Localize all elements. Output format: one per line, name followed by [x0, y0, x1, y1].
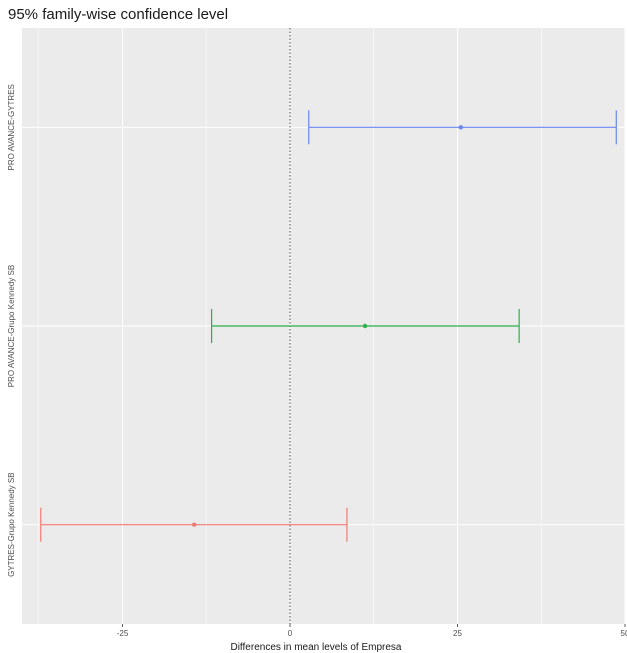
estimate-point [458, 125, 464, 130]
x-tick-label: 50 [621, 629, 627, 638]
estimate-point [191, 522, 197, 527]
category-label: GYTRES-Grupo Kennedy SB [7, 472, 16, 577]
x-tick-label: 25 [453, 629, 462, 638]
estimate-point [362, 323, 368, 329]
x-axis-title: Differences in mean levels of Empresa [230, 642, 401, 653]
chart-title: 95% family-wise confidence level [8, 6, 229, 23]
x-axis-ticks: -25 0 25 50 [117, 624, 627, 638]
confidence-intervals [40, 110, 617, 542]
category-labels: PRO AVANCE-GYTRES PRO AVANCE-Grupo Kenned… [7, 84, 16, 577]
x-tick-label: -25 [117, 629, 129, 638]
category-label: PRO AVANCE-GYTRES [7, 84, 16, 170]
category-label: PRO AVANCE-Grupo Kennedy SB [7, 265, 16, 387]
x-tick-label: 0 [288, 629, 293, 638]
